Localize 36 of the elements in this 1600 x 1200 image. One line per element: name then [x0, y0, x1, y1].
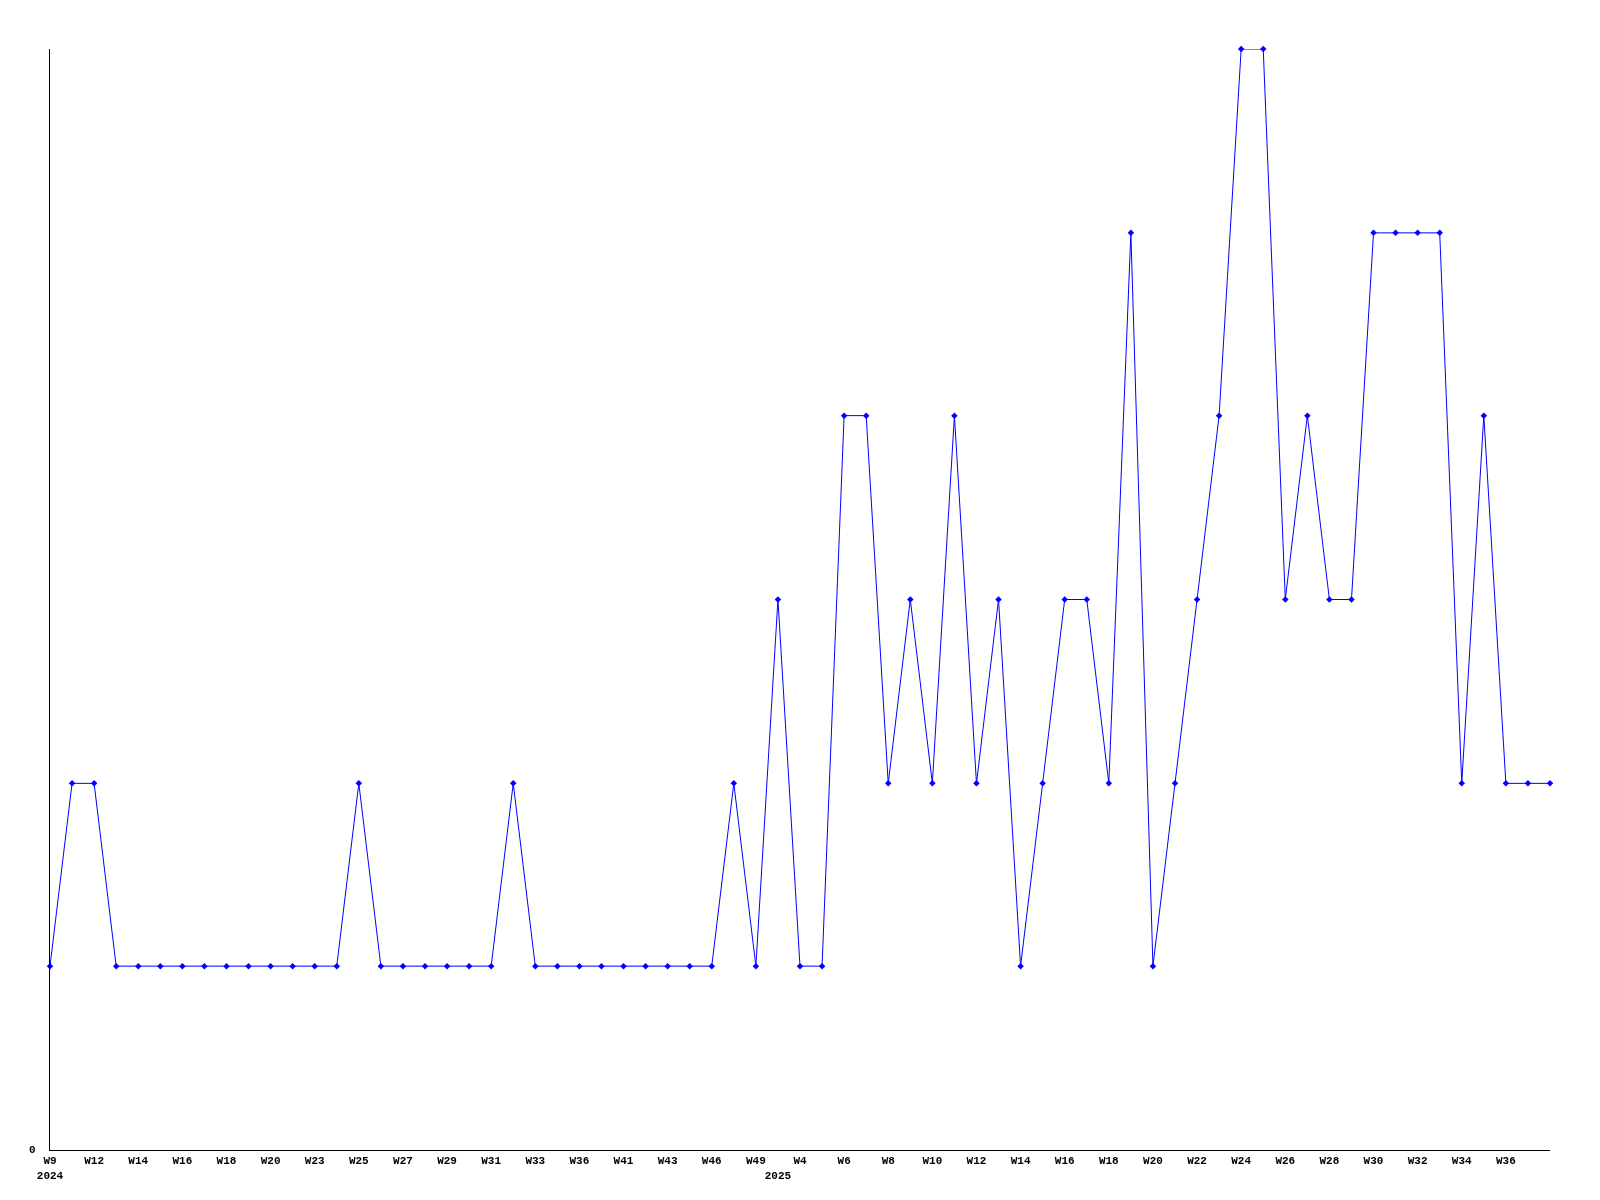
x-tick-label: W20: [260, 1155, 281, 1168]
x-tick-label: W16: [172, 1155, 193, 1168]
x-tick-label: 2025: [764, 1169, 792, 1182]
x-tick-label: W36: [1495, 1155, 1516, 1168]
x-tick-label: W25: [348, 1155, 370, 1168]
x-tick-label: W10: [922, 1155, 943, 1168]
x-tick-label: W16: [1054, 1155, 1075, 1168]
x-tick-label: W12: [966, 1155, 987, 1168]
x-tick-label: W33: [525, 1155, 546, 1168]
x-tick-label: W29: [437, 1155, 457, 1168]
x-tick-label: W12: [84, 1155, 105, 1168]
x-tick-label: W28: [1319, 1155, 1340, 1168]
x-tick-label: W6: [837, 1155, 851, 1168]
x-tick-label: W27: [393, 1155, 413, 1168]
text: 0: [29, 1144, 36, 1156]
x-tick-label: W34: [1451, 1155, 1473, 1168]
x-tick-label: W36: [569, 1155, 590, 1168]
x-tick-label: W18: [216, 1155, 237, 1168]
x-tick-label: W43: [657, 1155, 678, 1168]
x-tick-label: W9 2024: [36, 1155, 64, 1182]
x-tick-label: W49: [745, 1155, 766, 1168]
x-tick-label: W30: [1363, 1155, 1384, 1168]
x-tick-label: W8: [881, 1155, 896, 1168]
x-tick-label: W20: [1143, 1155, 1163, 1168]
x-tick-label: W14: [1010, 1155, 1031, 1168]
x-tick-label: W23: [304, 1155, 326, 1168]
x-tick-label: W14: [128, 1155, 149, 1168]
x-tick-label: W41: [613, 1155, 634, 1168]
x-tick-label: W31: [481, 1155, 502, 1168]
x-tick-label: W26: [1275, 1155, 1296, 1168]
x-tick-label: W24: [1231, 1155, 1252, 1168]
x-tick-label: W22: [1187, 1155, 1207, 1168]
x-tick-label: W18: [1098, 1155, 1120, 1168]
x-tick-label: W32: [1407, 1155, 1428, 1168]
x-tick-label: W46: [701, 1155, 722, 1168]
x-tick-label: W4: [793, 1155, 807, 1168]
